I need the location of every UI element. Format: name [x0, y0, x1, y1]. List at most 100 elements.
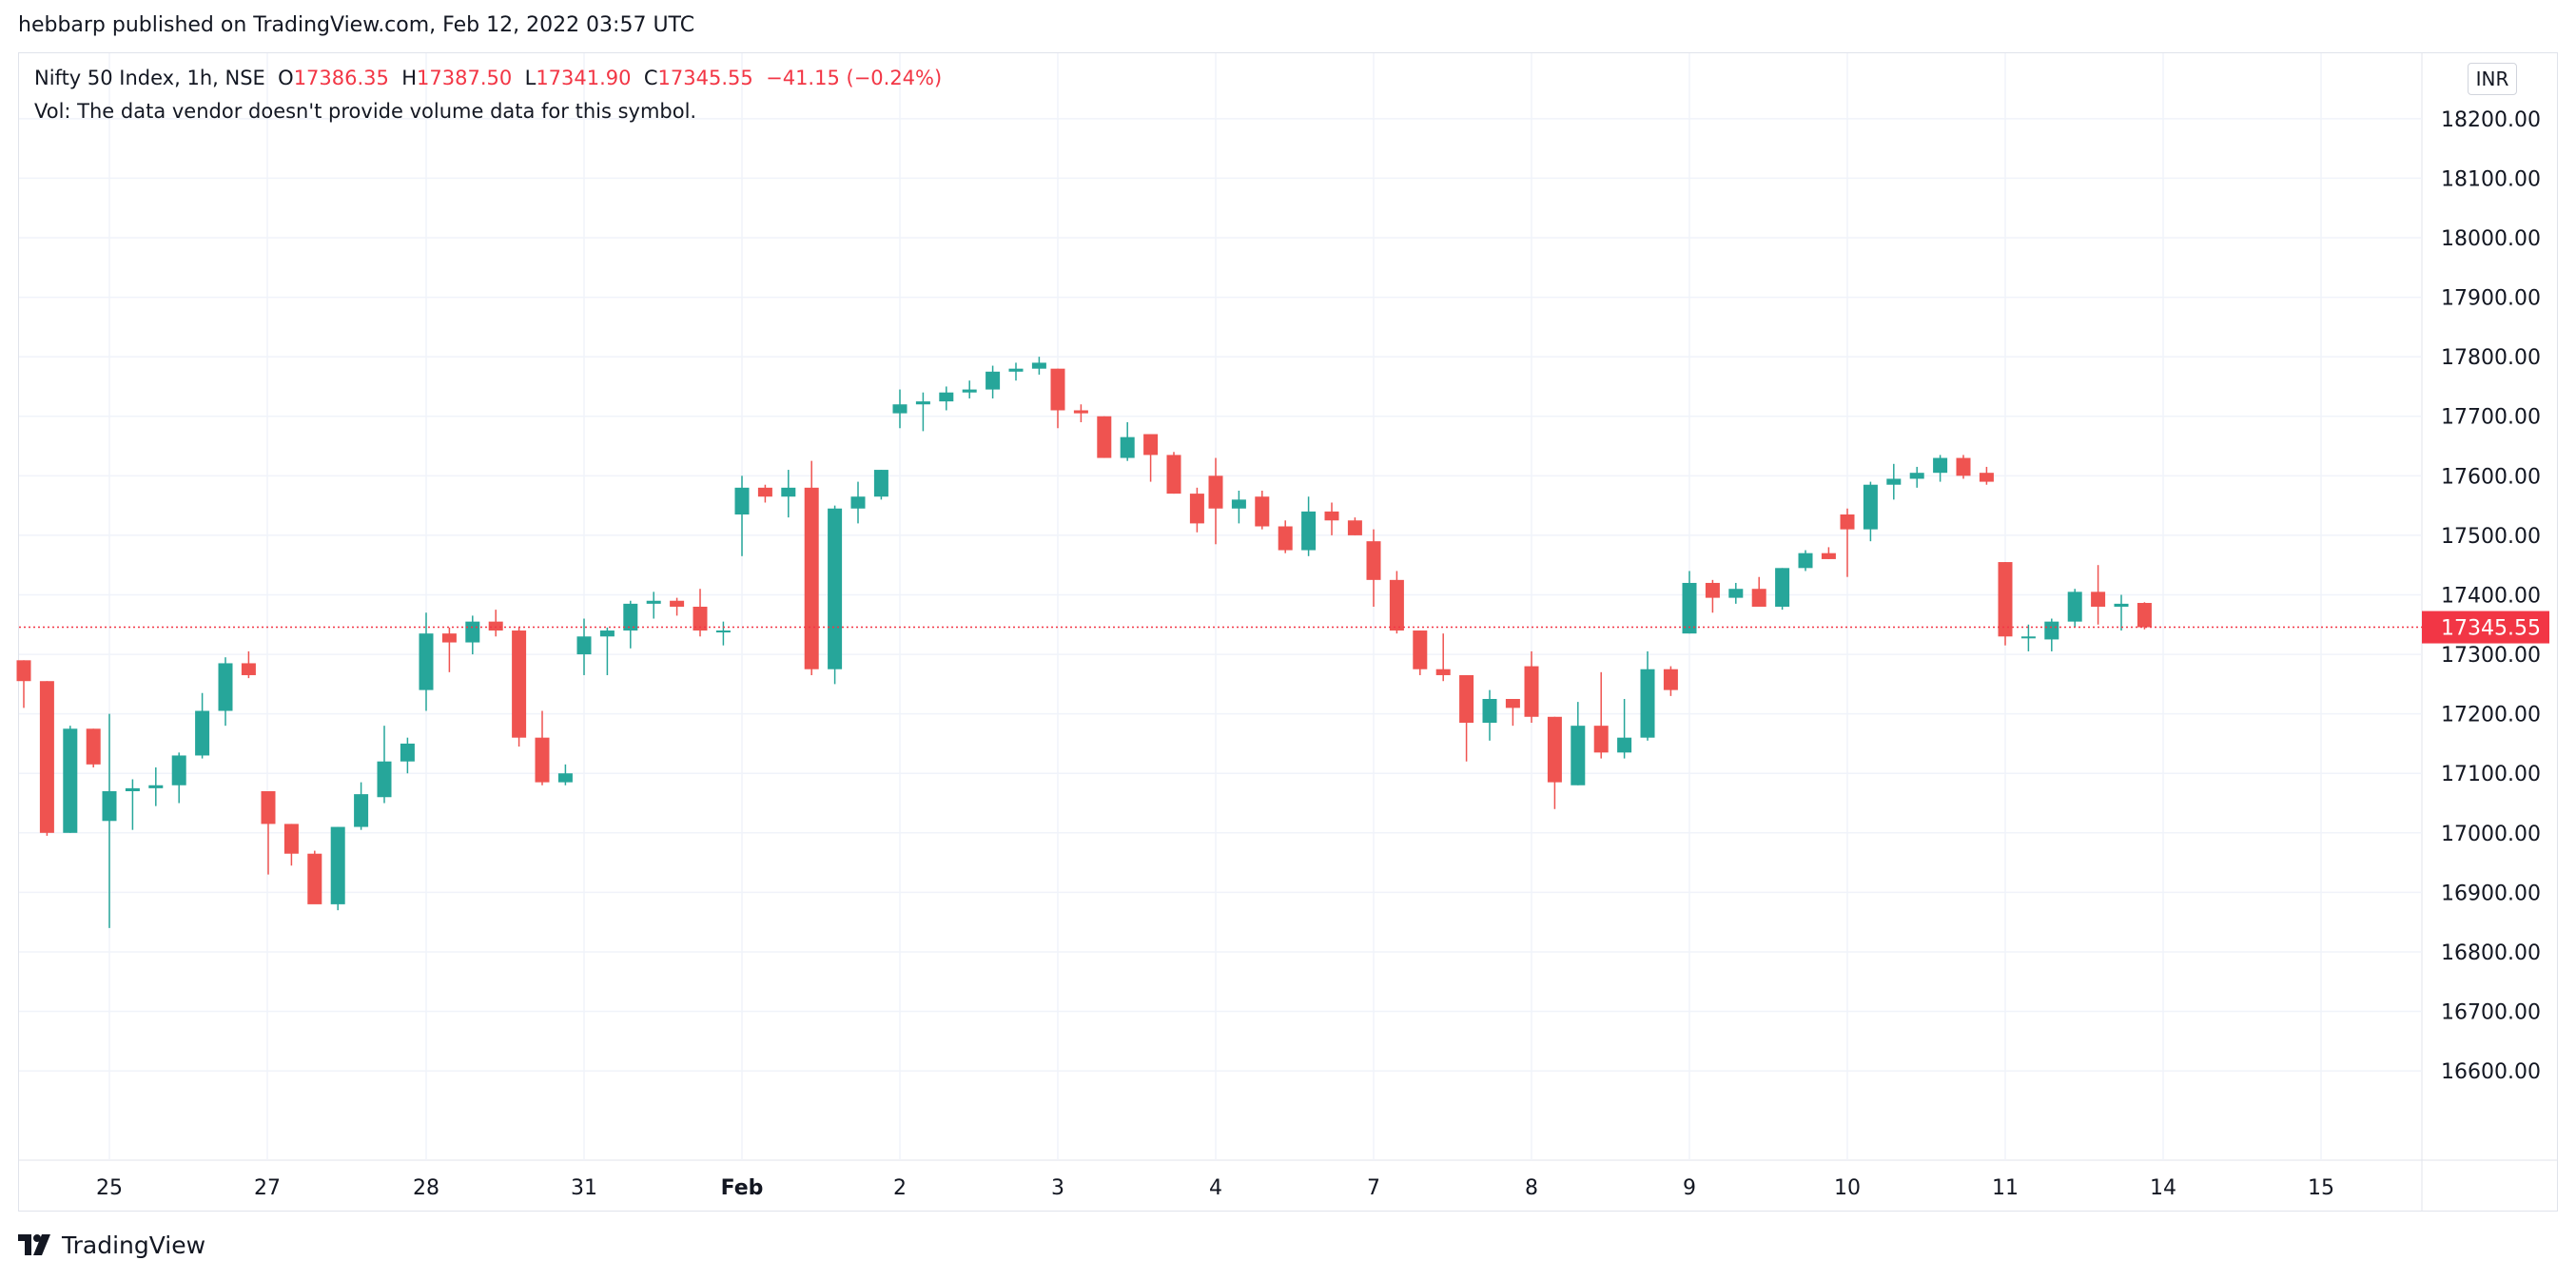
candle — [2044, 618, 2059, 651]
open-label: O — [278, 67, 294, 89]
candle-body — [2114, 603, 2129, 607]
y-tick-label: 16900.00 — [2441, 882, 2541, 905]
candle — [1208, 457, 1223, 545]
candle — [1728, 582, 1744, 604]
candle-body — [1909, 473, 1924, 479]
candle — [63, 726, 78, 833]
y-tick-label: 18100.00 — [2441, 167, 2541, 191]
candle-body — [828, 508, 843, 669]
candle — [1571, 702, 1586, 785]
candle-body — [1505, 699, 1520, 708]
candle — [1593, 671, 1609, 759]
candle — [670, 597, 685, 616]
y-tick-label: 17000.00 — [2441, 823, 2541, 846]
candle — [1863, 481, 1878, 542]
candle — [330, 826, 345, 911]
candle — [1166, 452, 1181, 495]
tradingview-logo-icon — [18, 1234, 50, 1255]
candle-body — [1008, 368, 1024, 372]
candle — [1097, 416, 1112, 458]
candle — [1347, 517, 1362, 535]
y-tick-label: 17400.00 — [2441, 584, 2541, 608]
x-tick-label: 9 — [1683, 1176, 1696, 1200]
publish-caption: hebbarp published on TradingView.com, Fe… — [18, 13, 695, 37]
candle-body — [1840, 514, 1855, 530]
candle-body — [512, 630, 527, 738]
change-value: −41.15 (−0.24%) — [766, 67, 943, 89]
candle — [1255, 490, 1270, 530]
candle-body — [148, 785, 164, 788]
candle-body — [1143, 434, 1159, 456]
candle — [1798, 550, 1813, 572]
candle — [1278, 520, 1293, 553]
candle — [1143, 434, 1159, 482]
candle-body — [1886, 478, 1902, 485]
candle — [2137, 602, 2152, 630]
candle — [1189, 487, 1204, 533]
candle — [171, 752, 186, 804]
candle — [693, 589, 708, 637]
candle-body — [1050, 368, 1065, 411]
candle — [781, 470, 796, 518]
candle — [1008, 362, 1024, 381]
candle-body — [16, 660, 31, 682]
candle — [939, 386, 954, 411]
candle-body — [576, 636, 592, 655]
candle — [283, 824, 299, 866]
candle — [1705, 579, 1720, 613]
candle — [1073, 404, 1088, 422]
candle-body — [195, 710, 210, 756]
candle-body — [2067, 592, 2082, 622]
x-tick-label: 3 — [1051, 1176, 1064, 1200]
candle — [148, 766, 164, 806]
candle-body — [1389, 579, 1404, 631]
candle — [307, 850, 322, 904]
x-tick-label: 25 — [96, 1176, 123, 1200]
candle-body — [693, 607, 708, 631]
candle-body — [535, 737, 550, 783]
currency-button[interactable]: INR — [2468, 63, 2517, 95]
candle-body — [734, 487, 750, 514]
candle — [512, 627, 527, 747]
candle — [419, 612, 434, 711]
high-label: H — [401, 67, 418, 89]
y-axis: 16600.00 16700.00 16800.00 16900.00 17000.00… — [2441, 108, 2541, 1084]
candle — [1751, 576, 1766, 607]
candle-body — [39, 681, 54, 833]
candle-body — [1775, 568, 1790, 607]
candle-body — [1798, 553, 1813, 569]
x-tick-label: 11 — [1992, 1176, 2019, 1200]
candle-body — [1435, 669, 1451, 675]
y-tick-label: 16700.00 — [2441, 1001, 2541, 1025]
candle — [377, 726, 392, 804]
candle — [241, 650, 256, 679]
candle — [354, 782, 369, 830]
candle — [1956, 455, 1971, 479]
candle-body — [1617, 737, 1632, 753]
candle-body — [1640, 669, 1655, 738]
chart-frame — [18, 52, 2558, 1212]
candle — [1933, 455, 1948, 482]
candle — [986, 365, 1001, 398]
candle-body — [400, 743, 415, 762]
y-tick-label: 18200.00 — [2441, 108, 2541, 132]
candle-body — [465, 621, 480, 643]
candle — [873, 470, 888, 500]
candle-body — [1524, 666, 1539, 717]
candle — [535, 710, 550, 785]
candle-body — [1208, 475, 1223, 509]
candle-body — [1663, 669, 1678, 690]
candle-body — [2137, 603, 2152, 628]
tradingview-logo[interactable]: TradingView — [18, 1230, 205, 1260]
close-label: C — [643, 67, 658, 89]
candle-body — [441, 633, 457, 643]
y-tick-label: 16600.00 — [2441, 1060, 2541, 1084]
y-tick-label: 17600.00 — [2441, 465, 2541, 489]
candle-body — [307, 853, 322, 904]
y-tick-label: 17200.00 — [2441, 704, 2541, 727]
candle-body — [715, 630, 731, 633]
candle — [1413, 630, 1428, 675]
candle-body — [1979, 473, 1994, 482]
candle-body — [939, 392, 954, 402]
